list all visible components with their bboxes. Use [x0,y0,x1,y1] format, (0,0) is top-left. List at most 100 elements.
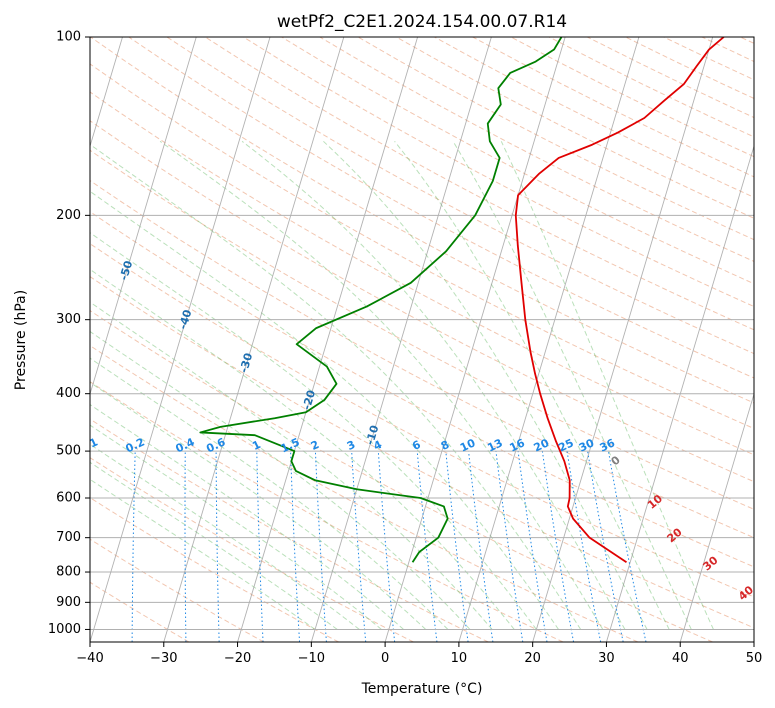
dry-adiabat [90,63,754,430]
temperature-profile [514,37,725,563]
mixing-ratio-line [468,451,494,642]
x-tick-label: 0 [381,651,389,666]
moist-adiabat [90,357,449,630]
dry-adiabat [739,37,754,44]
dry-adiabat [90,179,754,539]
mixing-ratio-line [495,451,524,642]
pressure-gridlines [90,37,754,630]
isotherm [606,144,754,642]
isotherm-label: -20 [300,388,318,411]
isotherm-label: -40 [176,308,194,331]
dry-adiabat [204,37,754,331]
x-tick-label: 50 [746,651,763,666]
moist-adiabat [241,140,626,630]
y-tick-label: 100 [56,30,81,45]
moist-adiabat [452,141,692,630]
y-tick-label: 700 [56,530,81,545]
mixing-ratio-label: 36 [598,436,618,454]
profile-series [199,37,725,563]
mixing-ratio-line [445,451,469,642]
moist-adiabat [90,424,382,630]
dry-adiabat [548,37,754,138]
mixing-ratio-line [587,451,624,642]
isotherm-label: -50 [117,259,135,282]
isotherm-label: -30 [237,351,255,374]
isotherm-label: -70 [0,165,16,188]
x-tick-label: 30 [598,651,615,666]
y-tick-label: 400 [56,386,81,401]
isotherm [90,37,197,396]
isotherm-label: -10 [363,423,381,446]
plot-frame [89,36,755,643]
isotherm [237,37,419,642]
mixing-ratio-label: 16 [508,436,528,454]
mixing-ratio-line [314,451,327,642]
moist-adiabat [90,143,582,630]
dry-adiabat [90,497,339,642]
x-tick-label: −40 [76,651,103,666]
mixing-ratio-label: 20 [532,436,552,454]
mixing-ratio-label: 10 [458,436,478,454]
mixing-ratio-label: 25 [556,436,575,454]
dry-adiabat [510,37,754,158]
y-axis-label: Pressure (hPa) [13,290,29,390]
dry-adiabat [90,276,754,629]
moist-adiabat-label: 40 [736,583,756,603]
isotherm [532,37,714,642]
moist-adiabat [90,330,471,630]
isotherm [458,37,640,642]
y-tick-label: 1000 [48,622,81,637]
isotherm [753,640,754,642]
mixing-ratio-label: 13 [485,436,504,454]
dry-adiabats [90,37,754,642]
x-tick-label: 20 [524,651,541,666]
isotherm [384,37,566,642]
dry-adiabat [90,243,754,598]
isotherm [90,37,271,642]
y-tick-label: 200 [56,208,81,223]
mixing-ratio-line [517,451,548,642]
mixing-ratio-line [607,451,647,642]
dry-adiabat [90,581,190,642]
dry-adiabat [90,37,754,404]
x-axis-label: Temperature (°C) [361,681,483,697]
dry-adiabat [663,37,754,81]
mixing-ratio-line [351,451,367,642]
moist-adiabat [394,141,670,630]
moist-adiabat [90,381,427,630]
moist-adiabat [90,190,559,630]
mixing-ratio-line [416,451,438,642]
mixing-ratio-line [184,451,187,642]
dewpoint-profile [199,37,563,563]
mixing-ratio-line [82,451,88,642]
mixing-ratio-line [377,451,396,642]
mixing-ratio-lines [82,451,647,642]
dry-adiabat [90,538,265,642]
moist-adiabat [90,232,537,630]
moist-adiabat [159,140,604,630]
y-tick-label: 500 [56,444,81,459]
x-tick-label: 10 [451,651,468,666]
moist-adiabat [90,268,515,630]
mixing-ratio-label: 30 [577,436,597,454]
dry-adiabat [90,120,754,483]
dry-adiabat [90,344,639,642]
moist-adiabat [90,461,338,630]
dry-adiabat [472,37,754,178]
moist-adiabats [90,140,714,630]
dry-adiabat [90,91,754,456]
isotherm [679,392,754,642]
dry-adiabat [90,381,564,642]
mixing-ratio-line [256,451,264,642]
isotherm [163,37,345,642]
moist-adiabat-label: 10 [645,492,665,512]
isotherms [90,37,754,642]
moist-adiabat [500,141,714,630]
x-tick-label: −30 [150,651,177,666]
moist-adiabat [90,443,360,630]
y-axis-ticks: 100 200 300 400 500 600 700 800 900 1000 [48,30,90,637]
mixing-ratio-label: 0.4 [173,435,196,455]
x-tick-label: −20 [224,651,251,666]
moist-adiabat-label: 0 [609,453,623,468]
